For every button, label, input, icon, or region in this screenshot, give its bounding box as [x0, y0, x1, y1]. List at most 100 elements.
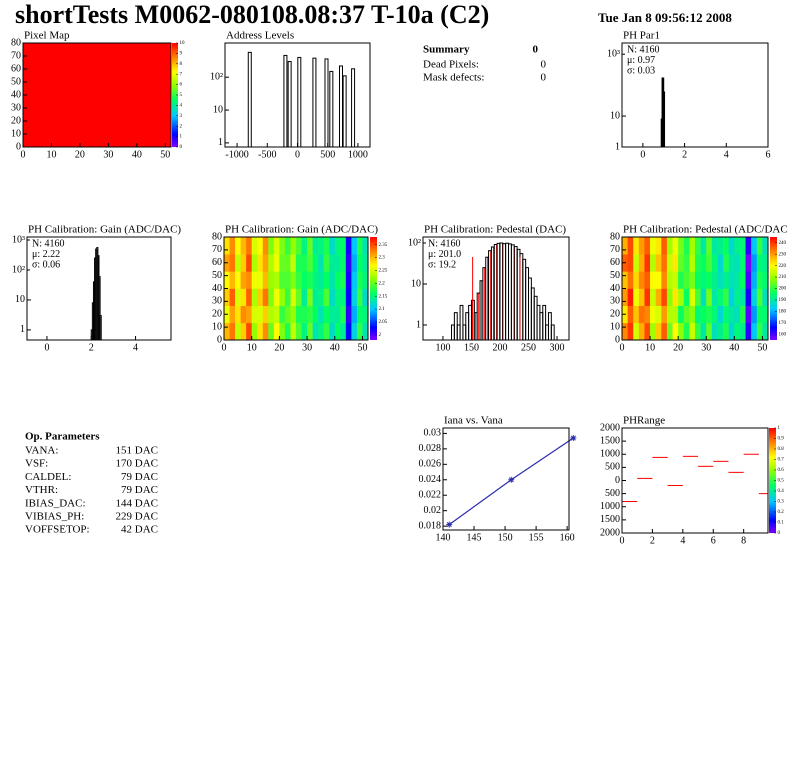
y-tick-label: 1500	[600, 435, 620, 446]
stats-box	[30, 238, 74, 272]
y-tick-label: 70	[610, 244, 620, 255]
cell	[235, 254, 241, 272]
cell	[622, 271, 628, 289]
z-tick-label: 0.7	[778, 458, 785, 463]
x-tick-label: 100	[435, 342, 450, 353]
cell	[251, 288, 258, 306]
cell	[739, 305, 746, 324]
palette	[769, 428, 776, 533]
cell	[301, 322, 308, 341]
panel: PH Calibration: Pedestal (DAC) 100 150 200 2…	[408, 224, 570, 353]
y-tick-label: 40	[11, 89, 21, 100]
z-tick-label: 2.1	[379, 307, 386, 312]
y-tick-label: 80	[610, 231, 620, 242]
cell	[723, 237, 729, 255]
y-tick-label: 20	[11, 115, 21, 126]
cell	[633, 288, 640, 306]
y-tick-label: 0.026	[419, 459, 442, 470]
cell	[695, 288, 701, 306]
cell	[751, 322, 758, 341]
cell	[711, 254, 718, 272]
palette	[370, 237, 377, 340]
cell	[661, 305, 668, 324]
x-tick-label: 4	[680, 535, 685, 546]
summary-value: 0	[541, 72, 547, 84]
cell	[739, 237, 746, 255]
cell	[329, 288, 336, 306]
cell	[711, 305, 718, 324]
z-tick-label: 1	[180, 135, 183, 140]
cell	[739, 254, 746, 272]
cell	[323, 271, 330, 289]
cell	[362, 322, 369, 341]
x-tick-label: 40	[330, 342, 340, 353]
cell	[689, 305, 696, 324]
cell	[695, 237, 701, 255]
cell	[700, 237, 707, 255]
cell	[650, 254, 656, 272]
marker	[508, 476, 515, 483]
cell	[734, 271, 741, 289]
cell	[655, 322, 662, 341]
cell	[351, 322, 358, 341]
cell	[268, 254, 275, 272]
cell	[251, 322, 258, 341]
cell	[644, 271, 651, 289]
cell	[678, 237, 685, 255]
cell	[627, 237, 634, 255]
cell	[229, 254, 236, 272]
cell	[224, 288, 230, 306]
cell	[672, 271, 679, 289]
cell	[329, 305, 336, 324]
cell	[329, 322, 336, 341]
palette	[770, 237, 777, 340]
z-tick-label: 2.25	[379, 269, 388, 274]
x-tick-label: 2	[89, 342, 94, 353]
cell	[762, 271, 769, 289]
cell	[356, 322, 363, 341]
x-tick-label: 145	[467, 532, 482, 543]
cell	[257, 254, 264, 272]
param-name: VIBIAS_PH:	[25, 511, 84, 523]
cell	[734, 237, 741, 255]
cell	[728, 237, 735, 255]
param-name: VTHR:	[25, 484, 58, 496]
z-tick-label: 200	[779, 287, 787, 292]
cell	[312, 237, 319, 255]
cell	[235, 305, 241, 324]
x-tick-label: 2	[650, 535, 655, 546]
cell	[290, 288, 297, 306]
cell	[622, 237, 628, 255]
cell	[257, 322, 264, 341]
y-tick-label: 50	[212, 270, 222, 281]
y-tick-label: 40	[212, 283, 222, 294]
stats-box	[426, 238, 470, 272]
cell	[739, 288, 746, 306]
y-tick-label: 60	[212, 257, 222, 268]
cell	[229, 237, 236, 255]
summary-title: Summary	[423, 44, 470, 56]
z-tick-label: 0.5	[778, 479, 785, 484]
cell	[284, 322, 291, 341]
cell	[345, 288, 352, 306]
cell	[340, 322, 347, 341]
summary-value: 0	[533, 44, 539, 56]
cell	[683, 271, 690, 289]
cell	[351, 254, 358, 272]
z-tick-label: 1	[778, 426, 781, 431]
x-tick-label: 10	[645, 342, 655, 353]
cell	[251, 271, 258, 289]
x-tick-label: 30	[701, 342, 711, 353]
cell	[290, 237, 297, 255]
cell	[257, 305, 264, 324]
date: Tue Jan 8 09:56:12 2008	[598, 10, 732, 25]
cell	[229, 271, 236, 289]
z-tick-label: 0.4	[778, 489, 785, 494]
cell	[706, 254, 713, 272]
cell	[622, 288, 628, 306]
cell	[279, 305, 286, 324]
cell	[273, 288, 280, 306]
frame	[621, 42, 769, 148]
